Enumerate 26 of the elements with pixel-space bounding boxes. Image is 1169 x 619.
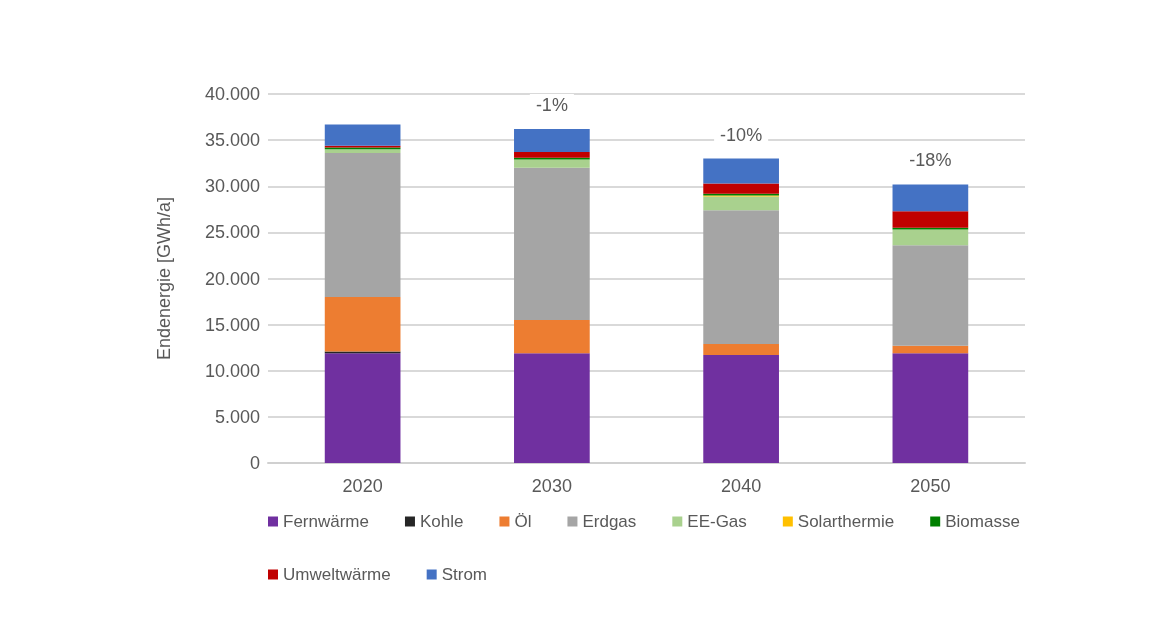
y-tick-label: 35.000 [204, 130, 260, 151]
legend-label: Biomasse [945, 512, 1020, 531]
legend-label: Fernwärme [283, 512, 369, 531]
legend-label: Öl [514, 512, 532, 531]
y-tick-label: 40.000 [204, 84, 260, 104]
y-tick-label: 15.000 [204, 314, 260, 335]
x-tick-label: 2040 [721, 476, 762, 496]
x-tick-label: 2020 [342, 476, 383, 496]
annotation: -1% [535, 95, 568, 116]
y-tick-label: 10.000 [204, 360, 260, 381]
legend-label: Kohle [419, 512, 464, 531]
annotation: -10% [720, 124, 763, 145]
y-tick-label: 5.000 [214, 406, 260, 427]
legend-label: Erdgas [582, 512, 637, 531]
y-tick-label: 20.000 [204, 268, 260, 289]
annotation: -18% [909, 150, 952, 171]
y-tick-label: 0 [249, 453, 260, 473]
y-tick-label: 25.000 [204, 222, 260, 243]
y-axis-title: Endenergie [GWh/a] [154, 196, 174, 361]
y-tick-label: 30.000 [204, 176, 260, 197]
legend-label: Solarthermie [797, 512, 895, 531]
legend-label: Umweltwärme [283, 565, 391, 584]
x-tick-label: 2050 [910, 476, 951, 496]
legend-label: EE-Gas [687, 512, 747, 531]
x-tick-label: 2030 [531, 476, 572, 496]
legend-label: Strom [441, 565, 488, 584]
